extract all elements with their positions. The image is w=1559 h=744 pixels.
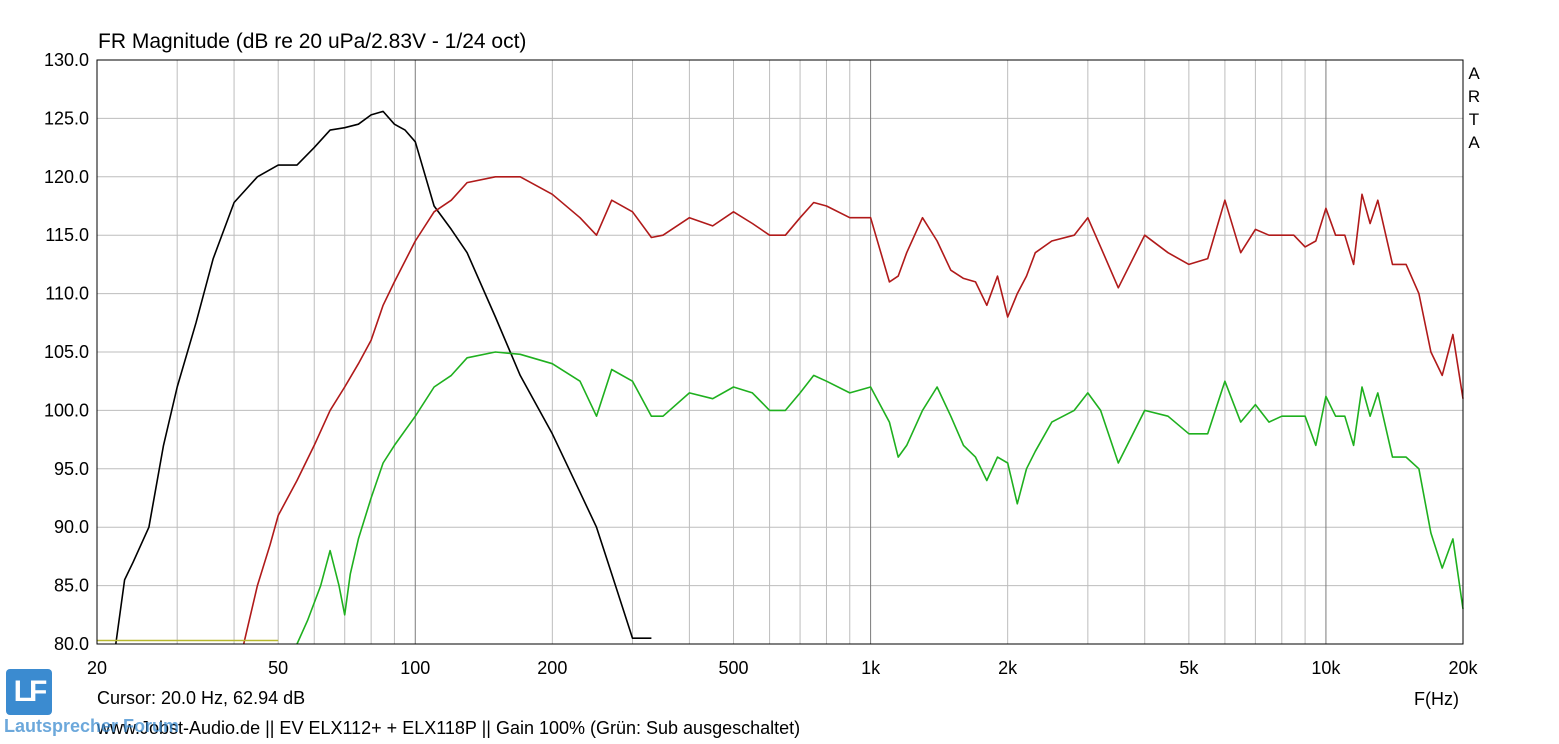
y-tick-label: 110.0	[45, 284, 89, 304]
x-tick-label: 50	[268, 658, 288, 678]
y-tick-label: 100.0	[44, 400, 89, 420]
arta-letter: A	[1468, 64, 1480, 83]
chart-title: FR Magnitude (dB re 20 uPa/2.83V - 1/24 …	[98, 30, 526, 53]
y-tick-label: 90.0	[54, 517, 89, 537]
y-tick-label: 105.0	[44, 342, 89, 362]
arta-letter: T	[1469, 110, 1479, 129]
x-tick-label: 200	[537, 658, 567, 678]
series-line-3	[296, 351, 1464, 645]
y-tick-label: 125.0	[44, 108, 89, 128]
x-tick-label: 100	[400, 658, 430, 678]
y-tick-label: 80.0	[54, 634, 89, 654]
y-tick-label: 115.0	[45, 225, 89, 245]
logo-icon: LF	[6, 669, 52, 715]
arta-letter: R	[1468, 87, 1480, 106]
x-tick-label: 500	[719, 658, 749, 678]
y-tick-labels: 130.0 125.0 120.0 115.0 110.0 105.0 100.0 95.0 9…	[44, 50, 89, 654]
cursor-readout: Cursor: 20.0 Hz, 62.94 dB	[97, 688, 306, 708]
y-tick-label: 95.0	[54, 459, 89, 479]
plot-frame	[96, 59, 1464, 645]
logo-text: Lautsprecher Forum	[4, 716, 180, 736]
data-series	[97, 110, 1464, 645]
x-tick-label: 2k	[998, 658, 1018, 678]
y-tick-label: 130.0	[44, 50, 89, 70]
series-line-1	[115, 110, 652, 645]
series-line-2	[242, 176, 1464, 645]
x-tick-label: 10k	[1311, 658, 1341, 678]
x-tick-label: 5k	[1179, 658, 1199, 678]
x-tick-labels: 20 50 100 200 500 1k 2k 5k 10k 20k	[87, 658, 1479, 678]
x-tick-label: 1k	[861, 658, 881, 678]
x-axis-label: F(Hz)	[1414, 689, 1459, 709]
grid-minor	[97, 60, 1463, 644]
grid-major	[414, 60, 1327, 644]
x-tick-label: 20k	[1448, 658, 1478, 678]
y-tick-label: 120.0	[44, 167, 89, 187]
y-tick-label: 85.0	[54, 576, 89, 596]
arta-letter: A	[1468, 133, 1480, 152]
x-tick-label: 20	[87, 658, 107, 678]
footer-text: www.Jobst-Audio.de || EV ELX112+ + ELX11…	[97, 718, 801, 738]
